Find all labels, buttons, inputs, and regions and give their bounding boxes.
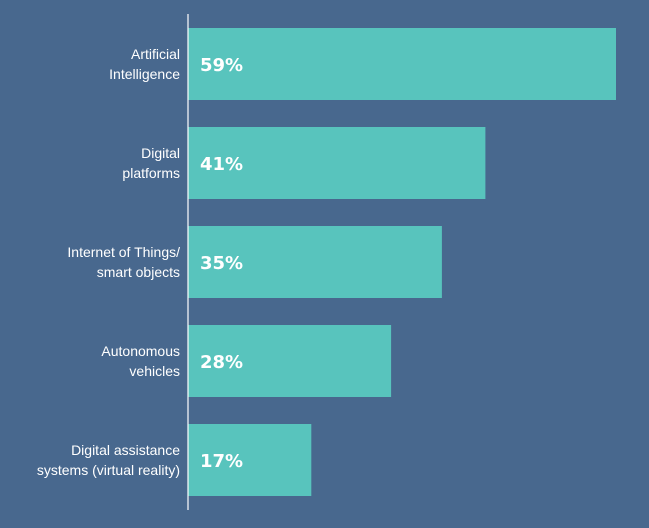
bar-4 bbox=[188, 424, 312, 496]
value-label-3: 28% bbox=[200, 352, 243, 373]
bar-3 bbox=[188, 325, 392, 397]
category-label-2-line-1: smart objects bbox=[97, 264, 180, 280]
category-label-3: Autonomous vehicles bbox=[101, 343, 180, 379]
category-label-3-line-0: Autonomous bbox=[101, 343, 180, 359]
bar-2 bbox=[188, 226, 442, 298]
category-label-2: Internet of Things/smart objects bbox=[67, 244, 180, 280]
value-label-1: 41% bbox=[200, 154, 243, 175]
category-label-3-line-1: vehicles bbox=[129, 363, 180, 379]
category-label-1: Digital platforms bbox=[122, 145, 180, 181]
category-label-4-line-1: systems (virtual reality) bbox=[37, 462, 180, 478]
bars-layer bbox=[188, 28, 616, 496]
bar-1 bbox=[188, 127, 486, 199]
category-label-0-line-0: Artificial bbox=[131, 46, 180, 62]
category-label-2-line-0: Internet of Things/ bbox=[67, 244, 180, 260]
value-label-2: 35% bbox=[200, 253, 243, 274]
category-label-1-line-0: Digital bbox=[141, 145, 180, 161]
category-label-0-line-1: Intelligence bbox=[109, 66, 180, 82]
value-label-0: 59% bbox=[200, 55, 243, 76]
category-label-4-line-0: Digital assistance bbox=[71, 442, 180, 458]
labels-layer: 59% Artificial Intelligence 41% Digital platf… bbox=[37, 46, 243, 478]
value-label-4: 17% bbox=[200, 451, 243, 472]
bar-0 bbox=[188, 28, 616, 100]
category-label-1-line-1: platforms bbox=[122, 165, 180, 181]
category-label-0: Artificial Intelligence bbox=[109, 46, 180, 82]
category-label-4: Digital assistance systems (virtual reali… bbox=[37, 442, 180, 478]
